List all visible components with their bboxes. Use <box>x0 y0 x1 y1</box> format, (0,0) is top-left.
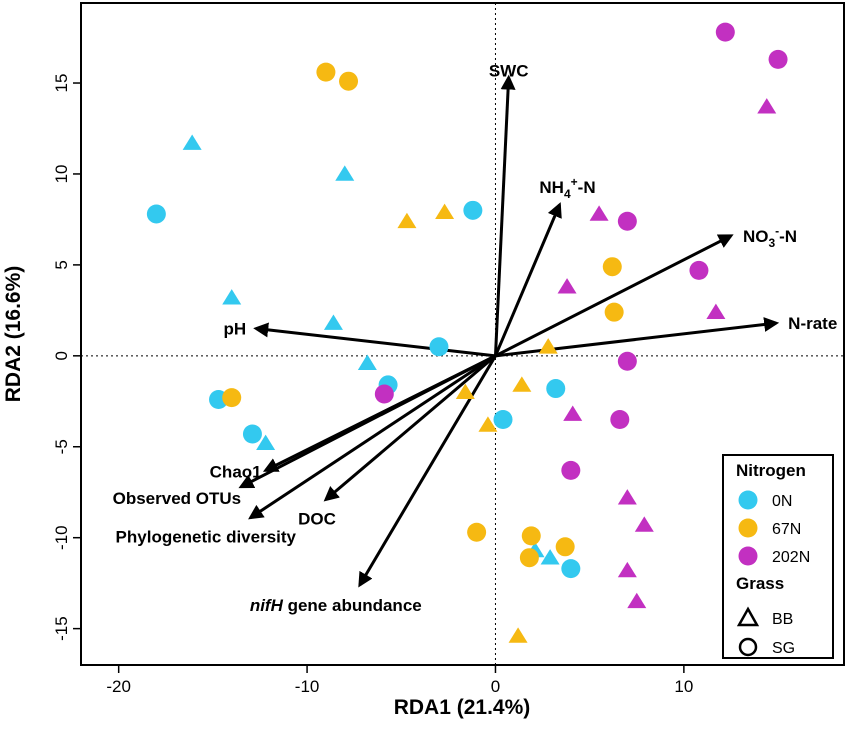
x-axis-title: RDA1 (21.4%) <box>394 696 531 719</box>
arrow-label-nifh-gene-abundance: nifH gene abundance <box>250 596 422 615</box>
y-tick-label: 5 <box>52 260 71 269</box>
x-tick-label: -10 <box>295 677 320 696</box>
x-tick-label: 0 <box>491 677 500 696</box>
arrow-nh4-n <box>494 202 562 357</box>
point-202N-bb <box>634 516 654 532</box>
legend-label-SG: SG <box>772 640 795 657</box>
arrow-doc <box>323 354 497 502</box>
point-67N-bb <box>512 376 532 392</box>
point-67N-sg <box>555 537 575 557</box>
x-tick-label: -20 <box>106 677 131 696</box>
legend-swatch-202N <box>738 546 758 566</box>
arrow-label-swc: SWC <box>489 62 529 81</box>
point-0N-sg <box>463 200 483 220</box>
point-202N-bb <box>757 98 777 114</box>
arrow-label-phylogenetic-diversity: Phylogenetic diversity <box>116 528 297 547</box>
arrow-nifh-gene-abundance <box>358 355 497 588</box>
point-67N-sg <box>467 522 487 542</box>
point-202N-bb <box>589 205 609 221</box>
legend-title-grass: Grass <box>736 574 784 593</box>
point-67N-sg <box>316 62 336 82</box>
point-67N-bb <box>397 212 417 229</box>
point-0N-bb <box>357 354 377 370</box>
legend-swatch-triangle <box>736 606 760 627</box>
point-67N-sg <box>521 526 541 546</box>
point-202N-bb <box>617 489 637 505</box>
point-202N-bb <box>617 561 637 578</box>
y-tick-label: 0 <box>52 351 71 360</box>
point-202N-sg <box>610 409 630 429</box>
point-67N-bb <box>538 338 558 354</box>
arrow-ph <box>253 322 496 358</box>
point-202N-sg <box>617 351 637 371</box>
arrow-n-rate <box>495 317 780 358</box>
arrow-observed-otus <box>238 354 497 489</box>
legend-label-67N: 67N <box>772 521 801 538</box>
legend-label-202N: 202N <box>772 549 810 566</box>
legend-swatch-circle <box>738 637 758 657</box>
point-202N-bb <box>557 278 577 294</box>
arrow-label-doc: DOC <box>298 510 336 529</box>
point-67N-bb <box>435 203 455 219</box>
arrow-phylogenetic-diversity <box>248 354 497 520</box>
plot-frame <box>80 2 845 666</box>
point-0N-bb <box>182 134 202 150</box>
legend-swatch-67N <box>738 518 758 538</box>
arrow-label-nh4-n: NH4+-N <box>539 175 595 201</box>
y-tick-label: -15 <box>52 616 71 641</box>
point-202N-sg <box>374 384 394 404</box>
legend-title-nitrogen: Nitrogen <box>736 461 806 480</box>
arrow-label-n-rate: N-rate <box>788 314 837 333</box>
x-axis: -20 -10 0 10 <box>106 665 693 696</box>
point-202N-bb <box>563 405 583 421</box>
y-axis-title: RDA2 (16.6%) <box>2 266 25 403</box>
arrow-swc <box>493 74 516 356</box>
y-tick-label: -5 <box>52 439 71 454</box>
arrow-no3-n <box>494 234 734 358</box>
point-0N-bb <box>540 549 560 565</box>
point-202N-bb <box>627 592 647 609</box>
legend-swatch-0N <box>738 490 758 510</box>
arrow-label-no3-n: NO3--N <box>743 224 797 250</box>
y-axis: -15 -10 -5 0 5 10 15 <box>52 74 81 641</box>
point-67N-sg <box>604 302 624 322</box>
point-67N-bb <box>478 416 498 432</box>
x-tick-label: 10 <box>674 677 693 696</box>
point-0N-bb <box>256 434 276 450</box>
arrow-label-ph: pH <box>224 320 247 339</box>
point-67N-sg <box>602 257 622 277</box>
point-202N-sg <box>617 211 637 231</box>
sample-points <box>146 22 788 643</box>
point-67N-bb <box>455 383 475 400</box>
legend-label-0N: 0N <box>772 493 792 510</box>
point-0N-bb <box>335 165 355 181</box>
point-67N-sg <box>519 548 539 568</box>
point-67N-sg <box>222 388 242 408</box>
point-202N-sg <box>689 260 709 280</box>
point-0N-sg <box>429 337 449 357</box>
point-202N-sg <box>561 460 581 480</box>
legend: Nitrogen Grass 0N 67N 202N BB SG <box>722 454 834 659</box>
point-0N-bb <box>222 289 242 305</box>
arrow-label-observed-otus: Observed OTUs <box>113 489 242 508</box>
y-tick-label: 15 <box>52 74 71 93</box>
point-202N-sg <box>768 49 788 69</box>
point-0N-sg <box>546 379 566 399</box>
point-0N-bb <box>323 314 343 330</box>
point-67N-sg <box>339 71 359 91</box>
point-0N-sg <box>242 424 262 444</box>
point-0N-sg <box>561 559 581 579</box>
y-tick-label: 10 <box>52 164 71 183</box>
point-0N-sg <box>146 204 166 224</box>
point-202N-bb <box>706 303 726 320</box>
point-0N-sg <box>493 409 513 429</box>
y-tick-label: -10 <box>52 525 71 550</box>
point-67N-bb <box>508 627 528 643</box>
legend-label-BB: BB <box>772 611 793 628</box>
point-202N-sg <box>715 22 735 42</box>
